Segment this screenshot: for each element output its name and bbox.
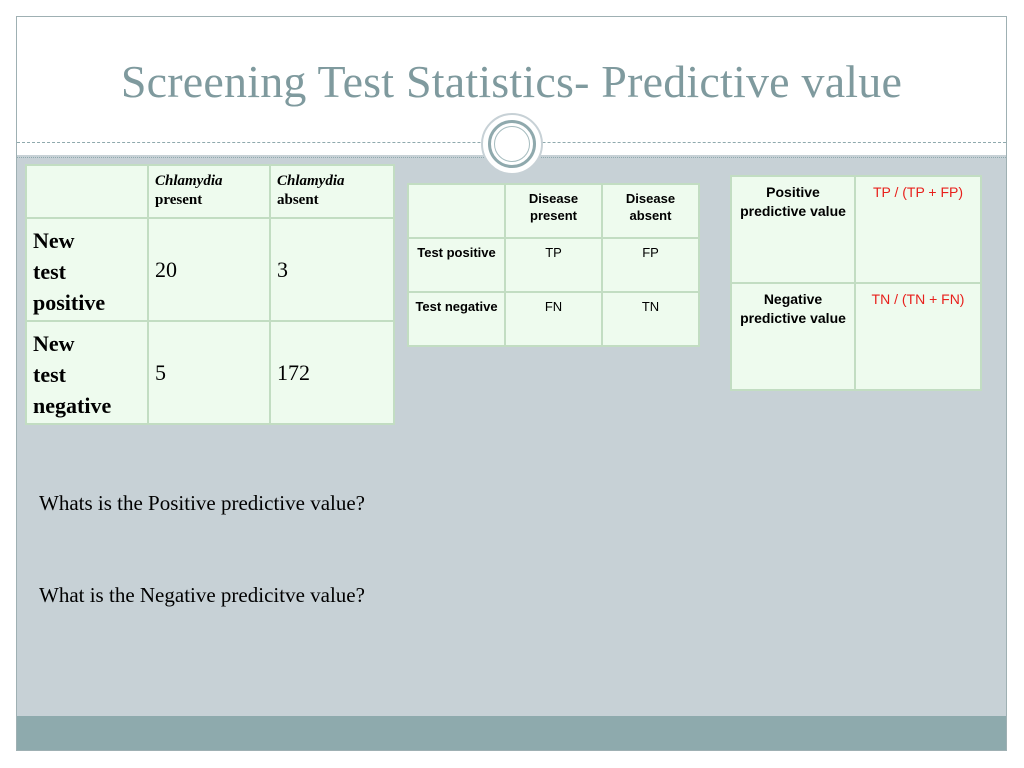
table-row: Disease present Disease absent: [407, 183, 700, 239]
question-npv: What is the Negative predicitve value?: [39, 583, 365, 607]
row-label-line: negative: [33, 393, 112, 418]
label-negative-predictive-value: Negative predictive value: [730, 282, 856, 391]
header-disease-absent: Disease absent: [601, 183, 700, 239]
question-ppv: Whats is the Positive predictive value?: [39, 491, 365, 515]
header-chlamydia-absent: Chlamydia absent: [269, 164, 395, 219]
formula-ppv: TP / (TP + FP): [854, 175, 982, 284]
chlamydia-table: Chlamydia present Chlamydia absent New t…: [25, 164, 395, 425]
row-label-new-test-positive: New test positive: [25, 217, 149, 322]
header-text: present: [155, 192, 203, 208]
cell-tp: TP: [504, 237, 603, 293]
cell-tn: TN: [601, 291, 700, 347]
header-text: absent: [277, 192, 319, 208]
table-row: Test negative FN TN: [407, 291, 700, 347]
header-italic-text: Chlamydia: [277, 173, 345, 189]
table-row: Test positive TP FP: [407, 237, 700, 293]
slide-title: Screening Test Statistics- Predictive va…: [120, 56, 903, 107]
label-positive-predictive-value: Positive predictive value: [730, 175, 856, 284]
cell-positive-present: 20: [147, 217, 271, 322]
header-italic-text: Chlamydia: [155, 173, 223, 189]
row-label-test-negative: Test negative: [407, 291, 506, 347]
predictive-value-formula-table: Positive predictive value TP / (TP + FP)…: [730, 175, 982, 391]
slide: Screening Test Statistics- Predictive va…: [16, 16, 1007, 751]
circle-ornament-core: [494, 126, 530, 162]
row-label-line: test: [33, 259, 66, 284]
table-corner-cell: [407, 183, 506, 239]
row-label-line: test: [33, 362, 66, 387]
table-row: New test negative 5 172: [25, 320, 395, 425]
header-chlamydia-present: Chlamydia present: [147, 164, 271, 219]
header-disease-present: Disease present: [504, 183, 603, 239]
table-corner-cell: [25, 164, 149, 219]
cell-fp: FP: [601, 237, 700, 293]
cell-negative-absent: 172: [269, 320, 395, 425]
row-label-test-positive: Test positive: [407, 237, 506, 293]
row-label-line: New: [33, 228, 75, 253]
row-label-line: New: [33, 331, 75, 356]
cell-positive-absent: 3: [269, 217, 395, 322]
footer-band: [17, 716, 1006, 750]
table-row: New test positive 20 3: [25, 217, 395, 322]
table-row: Negative predictive value TN / (TN + FN): [730, 282, 982, 391]
formula-npv: TN / (TN + FN): [854, 282, 982, 391]
cell-negative-present: 5: [147, 320, 271, 425]
contingency-table: Disease present Disease absent Test posi…: [407, 183, 700, 347]
cell-fn: FN: [504, 291, 603, 347]
row-label-new-test-negative: New test negative: [25, 320, 149, 425]
table-row: Positive predictive value TP / (TP + FP): [730, 175, 982, 284]
row-label-line: positive: [33, 290, 106, 315]
